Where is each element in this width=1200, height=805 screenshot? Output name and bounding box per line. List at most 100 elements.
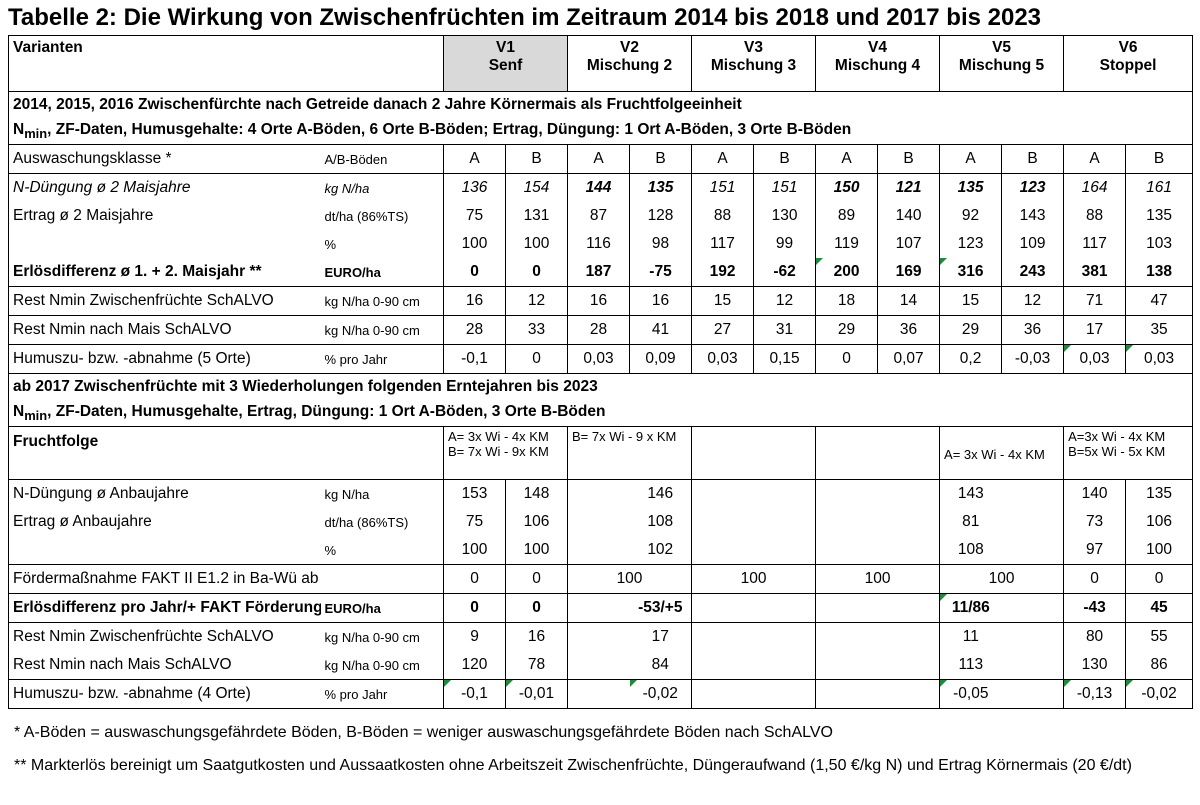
value-cell: B	[1125, 144, 1194, 174]
variant-name: V6	[1118, 39, 1138, 56]
sub: min	[24, 126, 48, 142]
value-cell	[691, 536, 754, 565]
table-row: N-Düngung ø 2 Maisjahre kg N/ha 136 154 144 1…	[8, 173, 1194, 202]
subheading: Nmin, ZF-Daten, Humusgehalte: 4 Orte A-B…	[7, 118, 1194, 145]
value-cell: 131	[505, 202, 568, 230]
value-cell: 136	[443, 173, 506, 202]
value-cell: -0,05	[939, 679, 1002, 709]
variant-sub: Mischung 2	[586, 57, 673, 74]
value-cell: 121	[877, 173, 941, 202]
sub: min	[24, 408, 48, 424]
value-cell: A	[939, 144, 1003, 174]
row-label	[8, 536, 321, 565]
value-cell: 0,03	[1063, 344, 1127, 374]
value-cell: 12	[753, 286, 817, 316]
footnote: * A-Böden = auswaschungsgefährdete Böden…	[14, 724, 833, 741]
value-cell: 92	[939, 202, 1003, 230]
value-cell: 153	[443, 479, 506, 508]
value-cell: 0	[443, 258, 506, 287]
value-cell: 100	[505, 230, 568, 258]
value-cell: 130	[1063, 651, 1127, 680]
value-cell: 75	[443, 508, 506, 536]
value-cell: 151	[691, 173, 755, 202]
value-cell: 164	[1063, 173, 1127, 202]
unit	[320, 564, 444, 594]
row-label: Erlösdifferenz ø 1. + 2. Maisjahr **	[8, 258, 321, 287]
section-1: Auswaschungsklasse * A/B-Böden A B A B A B A B A B A…	[8, 144, 1194, 374]
value-cell: 100	[566, 564, 693, 594]
value-cell: 9	[443, 622, 506, 651]
row-label: Auswaschungsklasse *	[8, 144, 321, 174]
value-cell: 119	[815, 230, 879, 258]
value-cell	[753, 536, 817, 565]
variant-name: V4	[868, 39, 888, 56]
value-cell: 97	[1063, 536, 1127, 565]
row-label: Rest Nmin Zwischenfrüchte SchALVO	[8, 622, 321, 651]
value-cell: 135	[1125, 202, 1194, 230]
rotation: A=3x Wi - 4x KM B=5x Wi - 5x KM	[1063, 426, 1194, 480]
value-cell: 151	[753, 173, 817, 202]
subheading: Nmin, ZF-Daten, Humusgehalte, Ertrag, Dü…	[7, 400, 1194, 427]
value-cell	[753, 679, 817, 709]
value-cell: A	[691, 144, 755, 174]
value-cell: 80	[1063, 622, 1127, 651]
value-cell	[691, 622, 754, 651]
value-cell: 120	[443, 651, 506, 680]
header-label: Varianten	[8, 35, 444, 92]
value-cell: 100	[691, 564, 817, 594]
value-cell	[1001, 479, 1065, 508]
value-cell: 0	[443, 564, 506, 594]
table-row: Ertrag ø Anbaujahre dt/ha (86%TS) 75 106 108…	[8, 508, 1194, 536]
unit: kg N/ha 0-90 cm	[320, 286, 444, 316]
value-cell	[815, 479, 878, 508]
value-cell: 106	[505, 508, 568, 536]
value-cell: 55	[1125, 622, 1194, 651]
value-cell: 28	[567, 315, 630, 345]
value-cell: 100	[443, 230, 506, 258]
footnote: ** Markterlös bereinigt um Saatgutkosten…	[14, 757, 1132, 774]
value-cell: 89	[815, 202, 879, 230]
value-cell: -0,1	[443, 344, 506, 374]
value-cell: 107	[877, 230, 941, 258]
unit	[320, 426, 444, 480]
row-label: Erlösdifferenz pro Jahr/+ FAKT Förderung…	[8, 593, 321, 623]
value-cell: 0,07	[877, 344, 941, 374]
value-cell: 150	[815, 173, 879, 202]
value-cell: 78	[505, 651, 568, 680]
value-cell: 146	[629, 479, 693, 508]
value-cell: 117	[691, 230, 755, 258]
value-cell	[567, 508, 630, 536]
value-cell	[691, 508, 754, 536]
value-cell: 113	[939, 651, 1002, 680]
value-cell: 143	[1001, 202, 1065, 230]
value-cell: 143	[939, 479, 1002, 508]
value-cell	[1001, 536, 1065, 565]
value-cell: -0,13	[1063, 679, 1127, 709]
value-cell: 169	[877, 258, 941, 287]
value-cell: 0	[505, 593, 568, 623]
value-cell	[753, 622, 817, 651]
value-cell: 100	[1125, 536, 1194, 565]
variant-sub: Mischung 3	[710, 57, 797, 74]
value-cell: 71	[1063, 286, 1127, 316]
value-cell: B	[1001, 144, 1065, 174]
variant-sub: Mischung 5	[958, 57, 1045, 74]
value-cell: 316	[939, 258, 1003, 287]
section-2-head: ab 2017 Zwischenfrüchte mit 3 Wiederholu…	[7, 373, 1194, 480]
table-row: Rest Nmin nach Mais SchALVO kg N/ha 0-90 …	[8, 651, 1194, 680]
value-cell: -0,02	[629, 679, 693, 709]
value-cell: 0,15	[753, 344, 817, 374]
text: , ZF-Daten, Humusgehalte, Ertrag, Düngun…	[47, 402, 606, 420]
rotation: B= 7x Wi - 9 x KM	[566, 426, 693, 480]
value-cell: 14	[877, 286, 941, 316]
table-row: % 100 100 116 98 117 99 119 107 123 109 117 103	[8, 230, 1194, 258]
table-row: Rest Nmin Zwischenfrüchte SchALVO kg N/ha…	[8, 622, 1194, 651]
section-subheading: Nmin, ZF-Daten, Humusgehalte, Ertrag, Dü…	[7, 400, 1194, 427]
variant-header: V3 Mischung 3	[691, 35, 817, 92]
value-cell	[815, 536, 878, 565]
value-cell: 148	[505, 479, 568, 508]
value-cell: 0	[505, 344, 568, 374]
unit: kg N/ha 0-90 cm	[320, 315, 444, 345]
value-cell: 0,09	[628, 344, 693, 374]
